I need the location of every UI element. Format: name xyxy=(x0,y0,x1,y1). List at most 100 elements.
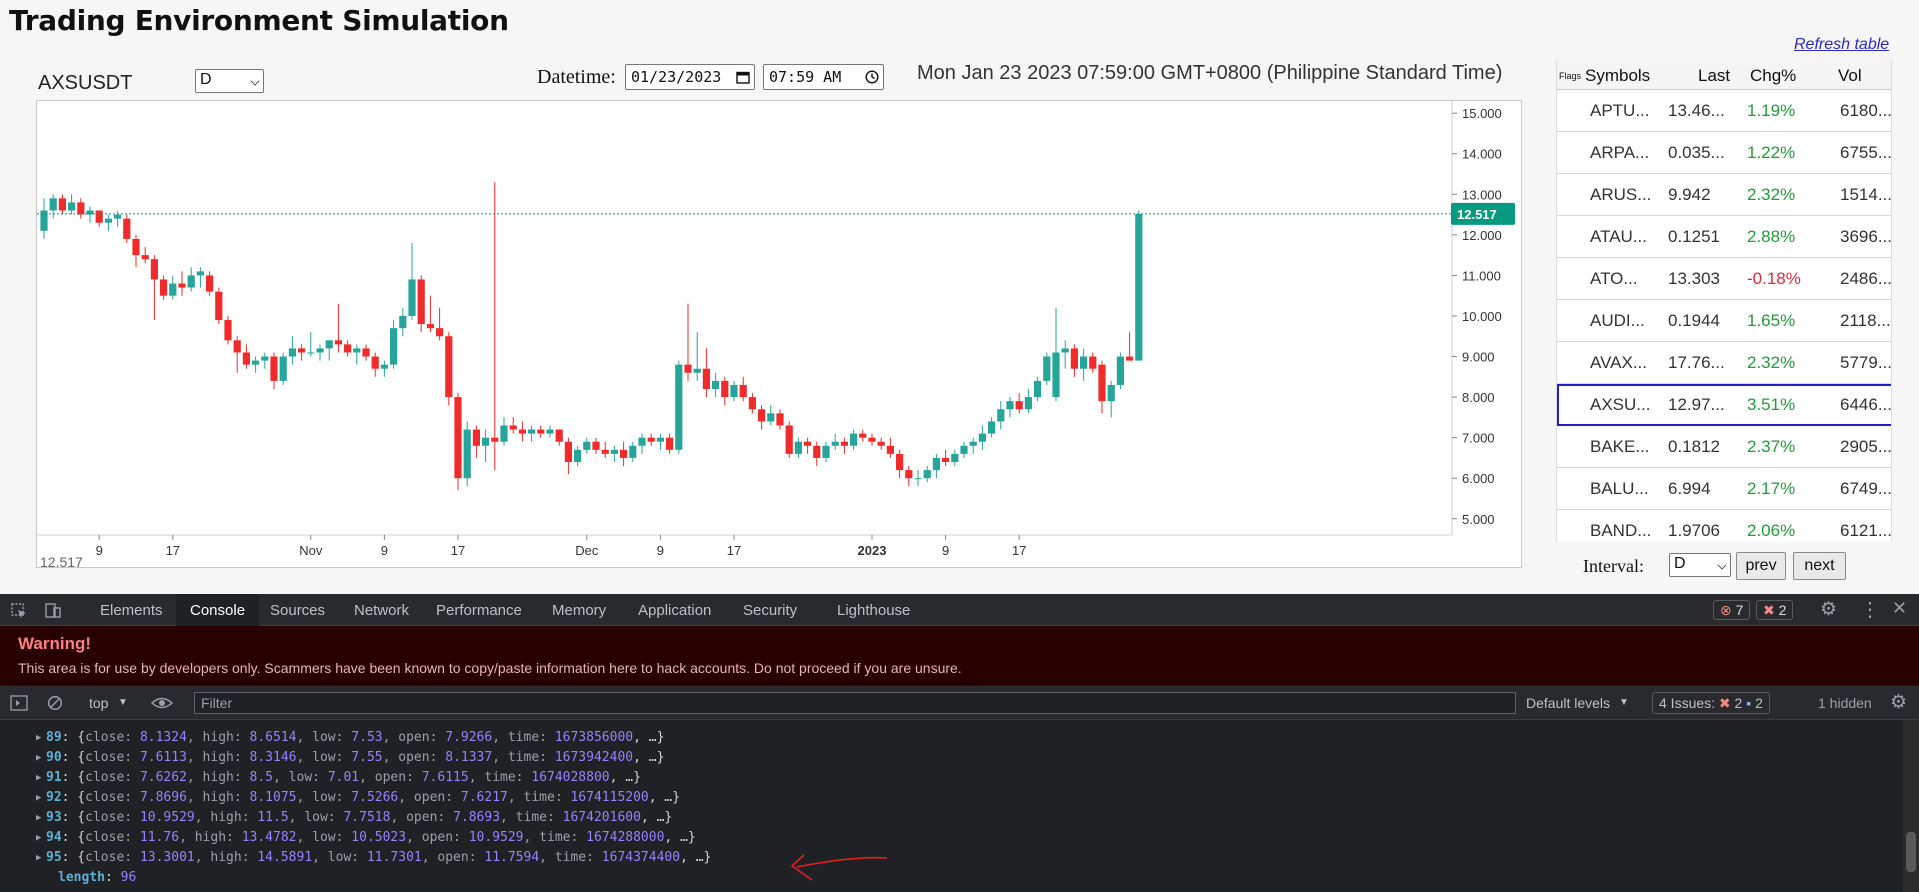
tab-memory[interactable]: Memory xyxy=(552,602,607,619)
tab-console[interactable]: Console xyxy=(176,594,260,626)
candlestick-chart-svg[interactable]: 15.000 14.000 13.000 12.000 11.000 10.000 9.00… xyxy=(37,101,1523,569)
more-options-icon[interactable]: ⋮ xyxy=(1860,599,1880,621)
console-log-line[interactable]: ▶ 89: {close: 8.1324, high: 8.6514, low: … xyxy=(36,730,664,750)
next-button[interactable]: next xyxy=(1793,552,1846,580)
scrollbar-thumb[interactable] xyxy=(1906,832,1916,872)
price-chart[interactable]: 15.000 14.000 13.000 12.000 11.000 10.000 9.00… xyxy=(36,100,1523,569)
table-row[interactable]: AXSU... 12.97... 3.51% 6446... xyxy=(1557,384,1891,426)
eye-icon[interactable] xyxy=(151,695,173,711)
chg-cell: 2.17% xyxy=(1747,479,1796,498)
console-log-line[interactable]: ▶ 95: {close: 13.3001, high: 14.5891, low… xyxy=(36,850,711,870)
console-scrollbar[interactable] xyxy=(1903,720,1919,892)
table-row[interactable]: ARPA... 0.035... 1.22% 6755... xyxy=(1557,132,1891,174)
symbol-cell: AXSU... xyxy=(1590,395,1651,414)
device-toolbar-icon[interactable] xyxy=(44,601,62,619)
console-log-line[interactable]: ▶ 93: {close: 10.9529, high: 11.5, low: 7… xyxy=(36,810,672,830)
interval-label: Interval: xyxy=(1583,556,1644,576)
resolution-select[interactable]: D xyxy=(195,69,264,93)
caret-down-icon[interactable]: ▼ xyxy=(1619,697,1629,708)
y-tick-label: 14.000 xyxy=(1462,147,1502,162)
error-count-badge[interactable]: ⊗ 7 xyxy=(1713,600,1751,620)
header-symbols[interactable]: Symbols xyxy=(1585,66,1651,85)
candle-body xyxy=(316,348,324,353)
time-input[interactable]: 07:59 AM xyxy=(763,64,884,90)
header-last[interactable]: Last xyxy=(1698,66,1731,85)
table-row[interactable]: ATO... 13.303 -0.18% 2486... xyxy=(1557,258,1891,300)
console-log-line[interactable]: ▶ 92: {close: 7.8696, high: 8.1075, low: … xyxy=(36,790,680,810)
console-log-line[interactable]: ▶ 94: {close: 11.76, high: 13.4782, low: … xyxy=(36,830,696,850)
tab-sources[interactable]: Sources xyxy=(270,602,326,619)
chg-cell: -0.18% xyxy=(1747,269,1801,288)
inspect-element-icon[interactable] xyxy=(10,602,28,620)
caret-down-icon[interactable]: ▼ xyxy=(118,697,128,708)
tab-application[interactable]: Application xyxy=(638,602,712,619)
candle-body xyxy=(325,340,333,349)
symbol-cell: BALU... xyxy=(1590,479,1649,498)
table-row[interactable]: BAND... 1.9706 2.06% 6121... xyxy=(1557,510,1891,542)
table-row[interactable]: AUDI... 0.1944 1.65% 2118... xyxy=(1557,300,1891,342)
gear-icon[interactable]: ⚙ xyxy=(1820,599,1838,620)
table-row[interactable]: AVAX... 17.76... 2.32% 5779... xyxy=(1557,342,1891,384)
candle-body xyxy=(86,210,94,215)
console-filter-input[interactable]: Filter xyxy=(194,692,1516,714)
log-punct: , …} xyxy=(633,750,665,765)
candle-body xyxy=(647,437,655,442)
log-levels-dropdown[interactable]: Default levels xyxy=(1526,695,1611,711)
candle-body xyxy=(656,437,664,442)
log-key: , low: xyxy=(296,790,352,805)
candle-body xyxy=(555,429,563,442)
header-vol[interactable]: Vol xyxy=(1838,66,1862,85)
table-row[interactable]: APTU... 13.46... 1.19% 6180... xyxy=(1557,90,1891,132)
candle-body xyxy=(307,352,315,354)
log-key: , low: xyxy=(296,730,352,745)
close-icon[interactable]: ✕ xyxy=(1892,598,1908,618)
context-selector[interactable]: top xyxy=(89,695,109,711)
log-key: , time: xyxy=(492,730,555,745)
candle-body xyxy=(1034,380,1042,398)
issue-count-badge[interactable]: ✖ 2 xyxy=(1756,600,1794,620)
candle-body xyxy=(242,352,250,365)
table-row[interactable]: ARUS... 9.942 2.32% 1514... xyxy=(1557,174,1891,216)
y-tick-label: 6.000 xyxy=(1462,471,1495,486)
candle-body xyxy=(114,214,122,219)
console-toolbar: top ▼ Filter Default levels ▼ 4 Issues: … xyxy=(0,686,1919,720)
table-row[interactable]: BAKE... 0.1812 2.37% 2905... xyxy=(1557,426,1891,468)
console-settings-gear-icon[interactable]: ⚙ xyxy=(1890,692,1908,713)
log-index: 93 xyxy=(46,810,62,825)
table-row[interactable]: ATAU... 0.1251 2.88% 3696... xyxy=(1557,216,1891,258)
candle-body xyxy=(1061,348,1069,353)
log-punct: : { xyxy=(61,790,86,805)
candle-body xyxy=(528,429,536,434)
symbol-cell: ATAU... xyxy=(1590,227,1647,246)
tab-lighthouse[interactable]: Lighthouse xyxy=(837,602,911,619)
sidebar-toggle-icon[interactable] xyxy=(10,695,28,711)
calendar-icon[interactable] xyxy=(736,70,750,84)
tab-network[interactable]: Network xyxy=(354,602,410,619)
console-log-line[interactable]: ▶ 90: {close: 7.6113, high: 8.3146, low: … xyxy=(36,750,665,770)
prev-button[interactable]: prev xyxy=(1736,552,1786,580)
header-flags[interactable]: Flags xyxy=(1559,71,1582,81)
clear-console-icon[interactable] xyxy=(47,695,63,711)
candle-body xyxy=(334,340,342,345)
header-chg[interactable]: Chg% xyxy=(1750,66,1797,85)
log-key: close: xyxy=(85,850,140,865)
issues-button[interactable]: 4 Issues: ✖ 2 ▪ 2 xyxy=(1652,692,1770,714)
date-input[interactable]: 01/23/2023 xyxy=(625,64,755,90)
table-row[interactable]: BALU... 6.994 2.17% 6749... xyxy=(1557,468,1891,510)
candle-body xyxy=(804,441,812,446)
console-length-line: length: 96 xyxy=(58,870,136,890)
log-value-close: 11.76 xyxy=(139,830,180,845)
interval-select[interactable]: D xyxy=(1669,553,1731,577)
log-punct: , …} xyxy=(609,770,641,785)
refresh-table-link[interactable]: Refresh table xyxy=(1794,36,1890,53)
chg-cell: 3.51% xyxy=(1747,395,1796,414)
clock-icon[interactable] xyxy=(865,70,879,84)
tab-security[interactable]: Security xyxy=(743,602,798,619)
candle-body xyxy=(160,279,168,296)
candle-body xyxy=(95,210,103,223)
log-value-low: 7.01 xyxy=(327,770,360,785)
tab-performance[interactable]: Performance xyxy=(436,602,522,619)
candle-body xyxy=(1080,356,1088,369)
tab-elements[interactable]: Elements xyxy=(100,602,163,619)
console-log-line[interactable]: ▶ 91: {close: 7.6262, high: 8.5, low: 7.0… xyxy=(36,770,641,790)
